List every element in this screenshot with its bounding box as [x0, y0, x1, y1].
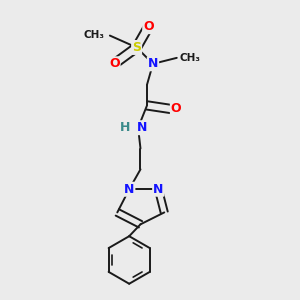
Text: O: O — [171, 103, 182, 116]
Text: O: O — [143, 20, 154, 33]
Text: N: N — [148, 57, 158, 70]
Text: O: O — [109, 57, 120, 70]
Text: CH₃: CH₃ — [83, 30, 104, 40]
Text: N: N — [153, 183, 164, 196]
Text: N: N — [136, 121, 147, 134]
Text: N: N — [124, 183, 134, 196]
Text: H: H — [120, 121, 131, 134]
Text: CH₃: CH₃ — [180, 53, 201, 63]
Text: S: S — [132, 41, 141, 54]
